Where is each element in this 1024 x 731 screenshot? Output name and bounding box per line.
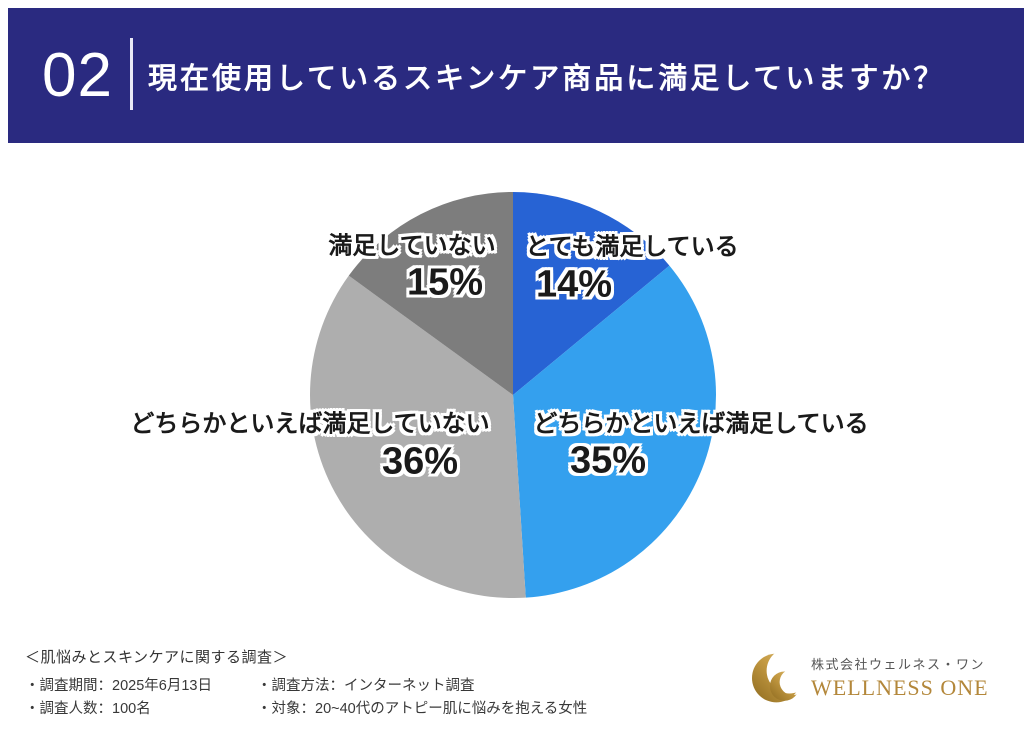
header-divider [130, 38, 133, 110]
pie-chart-svg [310, 192, 716, 598]
pie-value-unsatisfied: 15% [406, 261, 484, 304]
page-title: 現在使用しているスキンケア商品に満足していますか？ [148, 62, 946, 95]
pie-segment-0 [513, 192, 670, 395]
pie-segment-3 [348, 192, 513, 395]
pie-label-very-satisfied: とても満足している [525, 233, 739, 261]
survey-note-items: ・調査期間：2025年6月13日 ・調査方法：インターネット調査 ・調査人数：1… [25, 673, 587, 719]
logo-text: 株式会社ウェルネス・ワン WELLNESS ONE [811, 655, 989, 701]
pie-label-somewhat-unsatisfied: どちらかといえば満足していない [130, 410, 490, 438]
header-banner: 02 現在使用しているスキンケア商品に満足していますか？ [8, 8, 1024, 143]
pie-label-unsatisfied: 満足していない [328, 232, 496, 260]
pie-segment-2 [310, 275, 526, 598]
survey-method: ・調査方法：インターネット調査 [257, 678, 475, 694]
company-logo: 株式会社ウェルネス・ワン WELLNESS ONE [752, 645, 989, 711]
logo-company-jp: 株式会社ウェルネス・ワン [811, 657, 986, 672]
survey-note: ＜肌悩みとスキンケアに関する調査＞ ・調査期間：2025年6月13日 ・調査方法… [25, 646, 587, 719]
pie-value-somewhat-unsatisfied: 36% [381, 440, 459, 483]
pie-label-somewhat-satisfied: どちらかといえば満足している [533, 410, 869, 438]
double-crescent-moon-icon [752, 653, 801, 703]
survey-target: ・対象：20~40代のアトピー肌に悩みを抱える女性 [257, 701, 588, 717]
survey-count: ・調査人数：100名 [25, 701, 151, 717]
survey-period: ・調査期間：2025年6月13日 [25, 678, 212, 694]
survey-note-title: ＜肌悩みとスキンケアに関する調査＞ [25, 649, 289, 666]
pie-value-very-satisfied: 14% [535, 263, 613, 306]
pie-value-somewhat-satisfied: 35% [569, 439, 647, 482]
slide-number: 02 [42, 40, 113, 110]
logo-company-en: WELLNESS ONE [811, 675, 989, 700]
pie-segment-1 [513, 265, 716, 598]
